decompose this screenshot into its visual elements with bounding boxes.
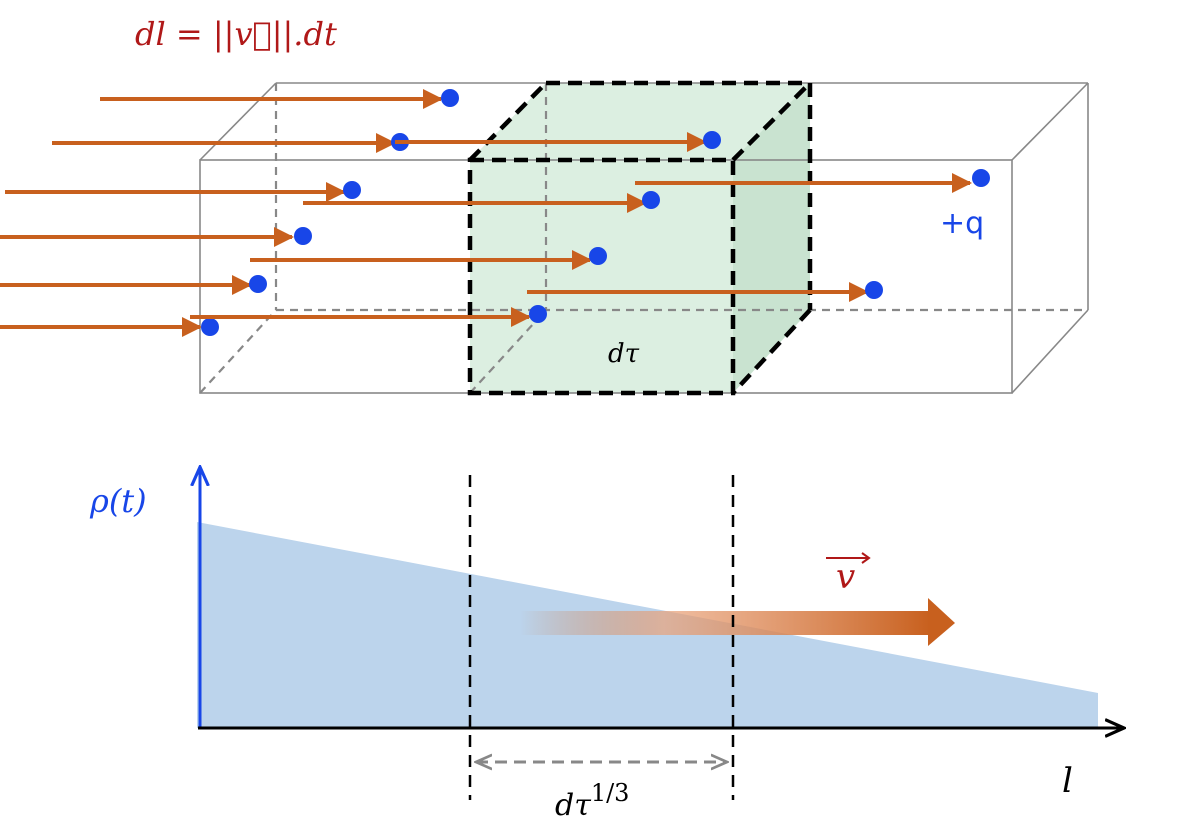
density-label: ρ(t) <box>89 482 147 520</box>
charge-dot <box>249 275 267 293</box>
charge-dot <box>589 247 607 265</box>
charge-dot <box>441 89 459 107</box>
charge-dot <box>343 181 361 199</box>
length-label: dτ1/3 <box>555 779 629 823</box>
charge-dot <box>703 131 721 149</box>
charge-label: +q <box>940 206 984 241</box>
velocity-label: v <box>826 552 871 597</box>
svg-text:v: v <box>836 557 855 597</box>
volume-element-edges <box>467 80 813 396</box>
charge-dot <box>529 305 547 323</box>
volume-label: dτ <box>608 339 640 369</box>
charge-dot <box>642 191 660 209</box>
charge-dot <box>865 281 883 299</box>
formula-text: dl = ||v⃗||.dt <box>135 15 337 53</box>
moving-charges <box>0 89 990 337</box>
volume-element <box>470 83 810 393</box>
velocity-arrow-head <box>928 598 955 646</box>
velocity-arrow-body <box>520 611 930 635</box>
charge-dot <box>201 318 219 336</box>
charge-dot <box>294 227 312 245</box>
length-axis-label: l <box>1062 761 1073 801</box>
charge-dot <box>972 169 990 187</box>
